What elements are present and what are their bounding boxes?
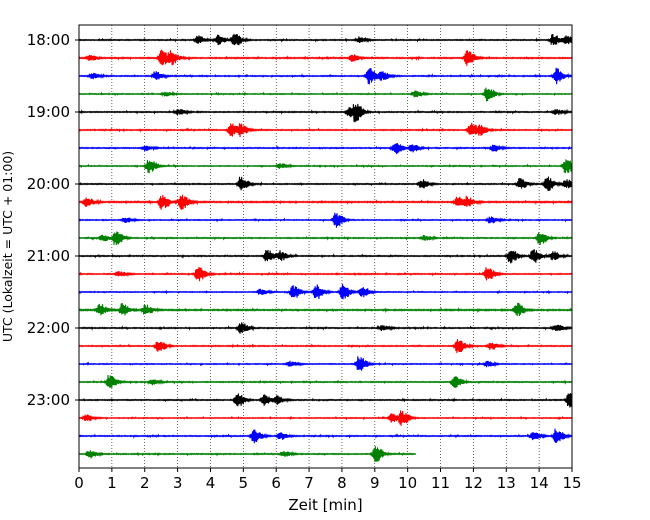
trace-2115	[78, 267, 573, 282]
trace-2330	[78, 428, 573, 444]
trace-2245	[78, 374, 573, 388]
x-tick-label-3: 3	[173, 474, 183, 492]
trace-2215	[78, 339, 573, 354]
trace-2015	[78, 194, 573, 210]
x-axis-ticks: 0 1 2 3 4 5 6 7 8 9 10 11 12 13 14 15	[74, 468, 582, 492]
trace-1930	[78, 142, 573, 155]
x-tick-label-9: 9	[370, 474, 380, 492]
x-tick-label-5: 5	[239, 474, 249, 492]
trace-2130	[78, 283, 573, 300]
y-tick-label-2100: 21:00	[27, 247, 70, 265]
trace-2030	[78, 212, 573, 228]
trace-2200	[78, 322, 573, 334]
x-tick-label-1: 1	[107, 474, 117, 492]
x-tick-label-8: 8	[337, 474, 347, 492]
trace-1800	[78, 33, 573, 46]
y-tick-label-1800: 18:00	[27, 31, 70, 49]
trace-2100	[78, 249, 573, 264]
x-tick-label-14: 14	[530, 474, 549, 492]
y-tick-label-2300: 23:00	[27, 391, 70, 409]
x-grid	[111, 25, 540, 468]
y-axis-ticks: 18:00 19:00 20:00 21:00 22:00 23:00	[27, 31, 79, 409]
x-tick-label-7: 7	[304, 474, 314, 492]
y-axis-label: UTC (Lokalzeit = UTC + 01:00)	[0, 151, 15, 342]
trace-1915	[78, 122, 573, 138]
x-tick-label-11: 11	[431, 474, 450, 492]
trace-2315	[78, 410, 573, 426]
trace-2045	[78, 231, 573, 246]
trace-1945	[78, 159, 573, 174]
x-tick-label-0: 0	[74, 474, 84, 492]
x-tick-label-15: 15	[562, 474, 581, 492]
x-tick-label-12: 12	[464, 474, 483, 492]
x-tick-label-2: 2	[140, 474, 150, 492]
x-tick-label-4: 4	[206, 474, 216, 492]
x-axis-label: Zeit [min]	[288, 496, 362, 514]
x-tick-label-10: 10	[398, 474, 417, 492]
y-tick-label-1900: 19:00	[27, 103, 70, 121]
trace-2000	[78, 176, 573, 191]
plot-frame	[78, 24, 573, 469]
trace-2345	[78, 446, 417, 462]
trace-2145	[78, 302, 573, 317]
trace-1815	[78, 49, 573, 66]
trace-1830	[78, 67, 573, 85]
trace-2230	[78, 356, 573, 371]
x-tick-label-6: 6	[271, 474, 281, 492]
y-tick-label-2000: 20:00	[27, 175, 70, 193]
y-tick-label-2200: 22:00	[27, 319, 70, 337]
seismogram-traces	[78, 33, 573, 462]
trace-2300	[78, 393, 573, 408]
trace-1845	[78, 87, 573, 102]
x-tick-label-13: 13	[497, 474, 516, 492]
trace-1900	[78, 103, 573, 123]
